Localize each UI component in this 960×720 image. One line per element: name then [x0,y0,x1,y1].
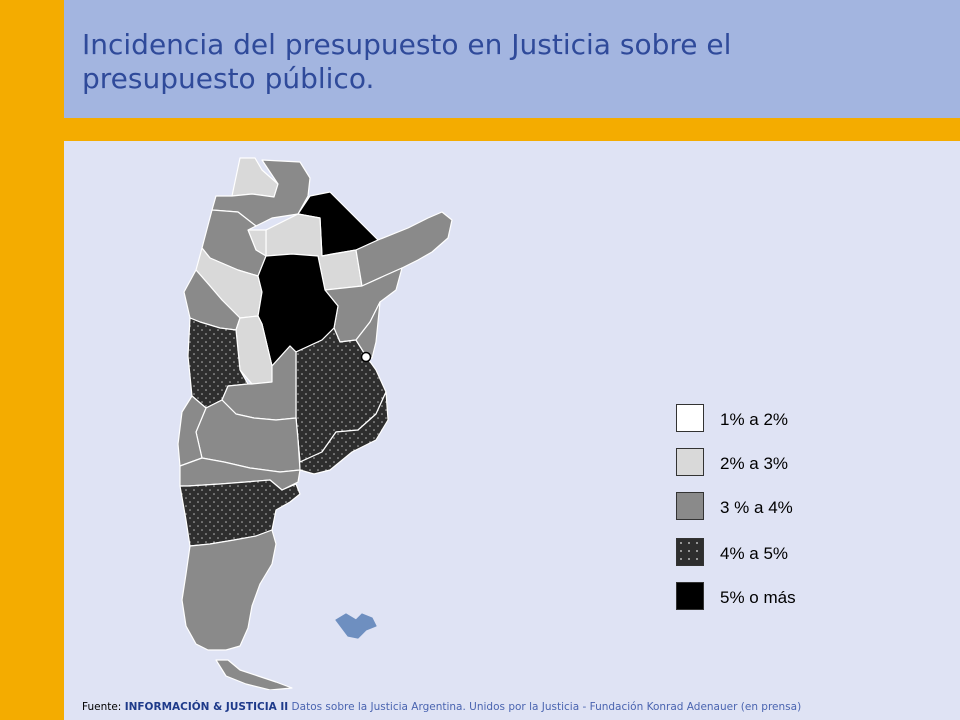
province-buenos-aires [295,391,389,475]
legend-label-2-3: 2% a 3% [720,454,789,473]
source-citation: Fuente: INFORMACIÓN & JUSTICIA II Datos … [82,701,801,713]
source-title: INFORMACIÓN & JUSTICIA II [124,701,289,713]
legend-swatch-1-2 [676,404,704,432]
left-accent-bar [0,0,64,720]
legend-swatch-3-4 [676,492,704,520]
province-santa-cruz [181,529,277,651]
province-chubut [179,479,301,547]
map-legend: 1% a 2% 2% a 3% 3 % a 4% 4% a 5% 5% o má… [676,404,876,614]
argentina-map [177,157,453,690]
province-tierra-del-fuego [215,659,293,690]
title-band [64,0,960,118]
province-misiones [355,211,453,287]
legend-label-5-plus: 5% o más [720,588,796,607]
title-underline-strip [64,118,960,141]
legend-label-1-2: 1% a 2% [720,410,789,429]
legend-swatch-2-3 [676,448,704,476]
legend-swatch-4-5 [676,538,704,566]
legend-label-4-5: 4% a 5% [720,544,789,563]
legend-swatch-5-plus [676,582,704,610]
capital-federal-marker [360,351,372,363]
slide-title: Incidencia del presupuesto en Justicia s… [82,28,732,95]
source-detail: Datos sobre la Justicia Argentina. Unido… [288,701,802,713]
source-prefix: Fuente: [82,701,125,713]
islas-malvinas [335,613,377,639]
legend-label-3-4: 3 % a 4% [720,498,793,517]
